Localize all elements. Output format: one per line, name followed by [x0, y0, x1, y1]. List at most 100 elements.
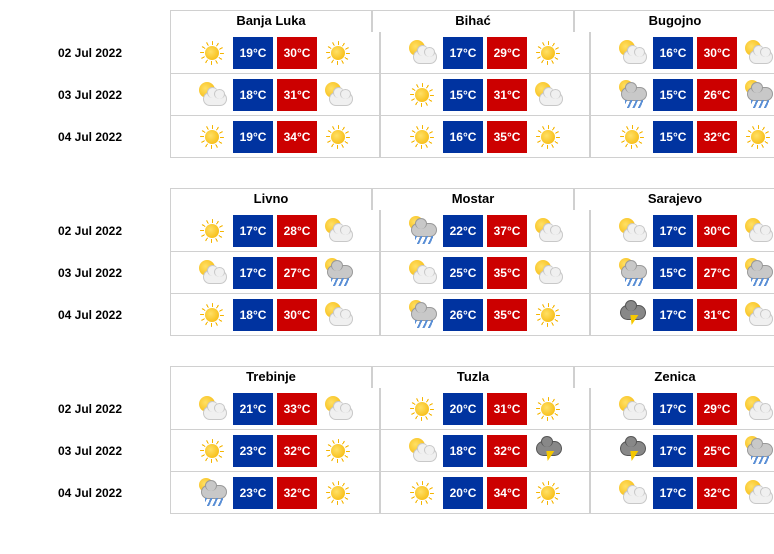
date-label: 04 Jul 2022	[10, 472, 170, 514]
forecast-cell: 17°C32°C	[590, 472, 774, 514]
temp-low: 18°C	[233, 79, 273, 111]
partly-icon	[741, 298, 774, 332]
sunny-icon	[531, 36, 565, 70]
temp-high: 30°C	[697, 37, 737, 69]
temp-high: 27°C	[277, 257, 317, 289]
rain-icon	[405, 298, 439, 332]
forecast-cell: 19°C34°C	[170, 116, 380, 158]
forecast-cell: 25°C35°C	[380, 252, 590, 294]
temp-high: 37°C	[487, 215, 527, 247]
temp-low: 15°C	[653, 121, 693, 153]
rain-icon	[615, 78, 649, 112]
temp-low: 22°C	[443, 215, 483, 247]
sunny-icon	[741, 120, 774, 154]
temp-high: 25°C	[697, 435, 737, 467]
rain-icon	[405, 214, 439, 248]
thunder-icon	[615, 434, 649, 468]
sunny-icon	[405, 120, 439, 154]
forecast-row: 03 Jul 202223°C32°C18°C32°C17°C25°C	[10, 430, 774, 472]
header-row: TrebinjeTuzlaZenica	[10, 366, 774, 388]
date-label: 02 Jul 2022	[10, 32, 170, 74]
partly-icon	[615, 214, 649, 248]
partly-icon	[741, 476, 774, 510]
sunny-icon	[405, 392, 439, 426]
temp-high: 31°C	[487, 393, 527, 425]
date-col-spacer	[10, 10, 170, 30]
partly-icon	[321, 298, 355, 332]
city-header: Tuzla	[372, 366, 574, 388]
date-label: 04 Jul 2022	[10, 116, 170, 158]
forecast-cell: 15°C32°C	[590, 116, 774, 158]
thunder-icon	[531, 434, 565, 468]
header-row: Banja LukaBihaćBugojno	[10, 10, 774, 32]
partly-icon	[405, 36, 439, 70]
rain-icon	[741, 256, 774, 290]
forecast-cell: 21°C33°C	[170, 388, 380, 430]
city-header: Bihać	[372, 10, 574, 32]
forecast-cell: 17°C28°C	[170, 210, 380, 252]
temp-high: 32°C	[277, 477, 317, 509]
partly-icon	[741, 392, 774, 426]
temp-high: 29°C	[487, 37, 527, 69]
forecast-cell: 17°C27°C	[170, 252, 380, 294]
partly-icon	[531, 256, 565, 290]
city-header: Sarajevo	[574, 188, 774, 210]
forecast-row: 02 Jul 202221°C33°C20°C31°C17°C29°C	[10, 388, 774, 430]
temp-low: 17°C	[653, 215, 693, 247]
sunny-icon	[321, 36, 355, 70]
rain-icon	[741, 434, 774, 468]
date-col-spacer	[10, 188, 170, 208]
temp-low: 15°C	[443, 79, 483, 111]
forecast-table: Banja LukaBihaćBugojno02 Jul 202219°C30°…	[10, 10, 774, 514]
forecast-cell: 17°C25°C	[590, 430, 774, 472]
date-col-spacer	[10, 366, 170, 386]
temp-low: 15°C	[653, 257, 693, 289]
forecast-cell: 20°C31°C	[380, 388, 590, 430]
sunny-icon	[531, 120, 565, 154]
partly-icon	[321, 78, 355, 112]
temp-low: 18°C	[233, 299, 273, 331]
temp-low: 23°C	[233, 477, 273, 509]
temp-high: 32°C	[697, 477, 737, 509]
temp-low: 20°C	[443, 477, 483, 509]
header-row: LivnoMostarSarajevo	[10, 188, 774, 210]
sunny-icon	[195, 36, 229, 70]
temp-low: 19°C	[233, 121, 273, 153]
thunder-icon	[615, 298, 649, 332]
city-header: Mostar	[372, 188, 574, 210]
sunny-icon	[531, 476, 565, 510]
forecast-cell: 26°C35°C	[380, 294, 590, 336]
temp-low: 17°C	[443, 37, 483, 69]
temp-high: 28°C	[277, 215, 317, 247]
forecast-cell: 16°C30°C	[590, 32, 774, 74]
sunny-icon	[321, 120, 355, 154]
temp-high: 32°C	[277, 435, 317, 467]
temp-high: 29°C	[697, 393, 737, 425]
temp-low: 25°C	[443, 257, 483, 289]
forecast-row: 04 Jul 202223°C32°C20°C34°C17°C32°C	[10, 472, 774, 514]
forecast-cell: 15°C31°C	[380, 74, 590, 116]
forecast-cell: 17°C29°C	[380, 32, 590, 74]
temp-low: 23°C	[233, 435, 273, 467]
forecast-cell: 18°C32°C	[380, 430, 590, 472]
forecast-block: Banja LukaBihaćBugojno02 Jul 202219°C30°…	[10, 10, 774, 158]
temp-low: 15°C	[653, 79, 693, 111]
forecast-block: LivnoMostarSarajevo02 Jul 202217°C28°C22…	[10, 188, 774, 336]
date-label: 03 Jul 2022	[10, 74, 170, 116]
forecast-cell: 18°C31°C	[170, 74, 380, 116]
partly-icon	[531, 78, 565, 112]
temp-low: 17°C	[653, 393, 693, 425]
temp-low: 16°C	[653, 37, 693, 69]
forecast-cell: 23°C32°C	[170, 430, 380, 472]
forecast-cell: 15°C26°C	[590, 74, 774, 116]
sunny-icon	[195, 120, 229, 154]
temp-low: 20°C	[443, 393, 483, 425]
partly-icon	[615, 36, 649, 70]
temp-high: 30°C	[277, 37, 317, 69]
partly-icon	[405, 256, 439, 290]
rain-icon	[615, 256, 649, 290]
date-label: 03 Jul 2022	[10, 252, 170, 294]
date-label: 02 Jul 2022	[10, 210, 170, 252]
forecast-cell: 19°C30°C	[170, 32, 380, 74]
temp-high: 31°C	[487, 79, 527, 111]
